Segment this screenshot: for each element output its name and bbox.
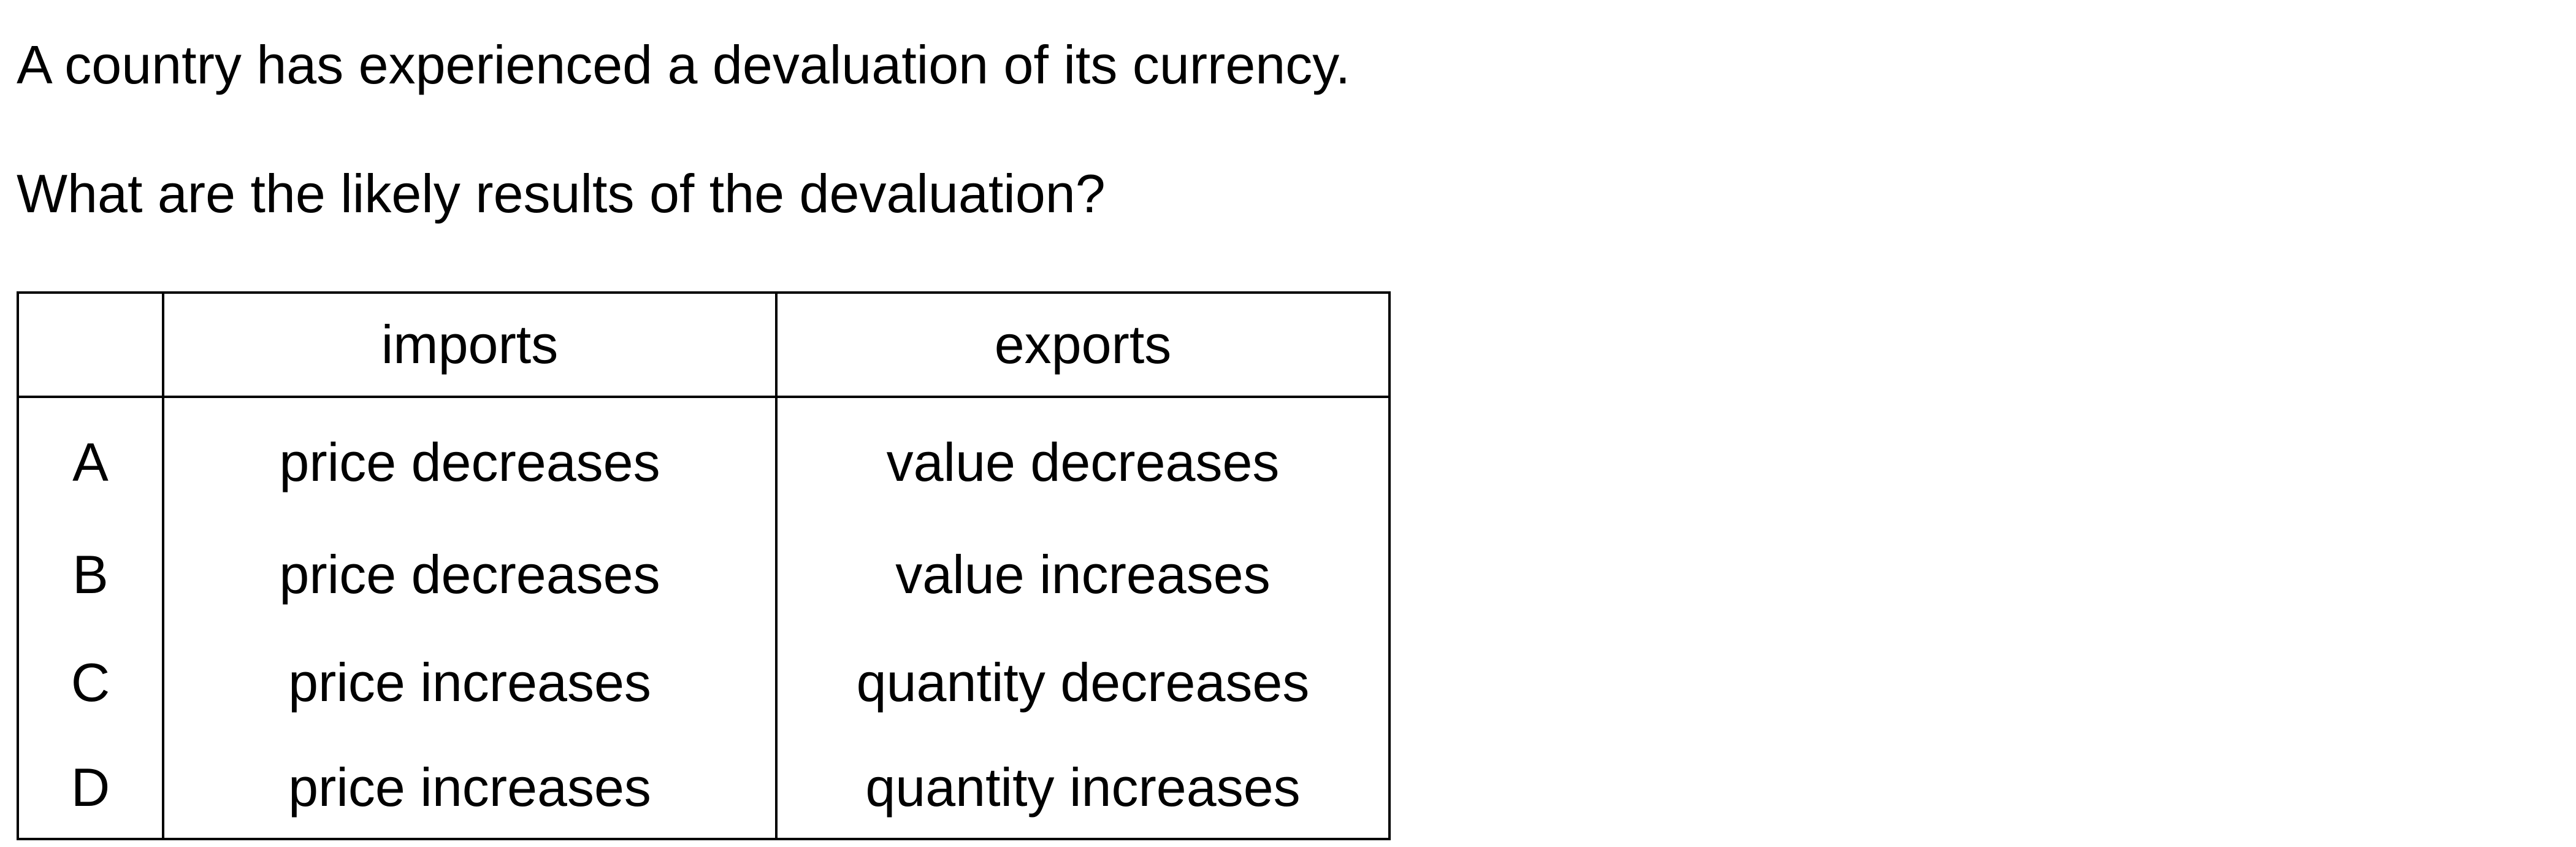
table-header-row: imports exports	[17, 291, 1391, 398]
option-exports: quantity increases	[775, 737, 1391, 840]
option-letter: D	[17, 737, 164, 840]
option-exports: value increases	[775, 521, 1391, 629]
option-row-a: A price decreases value decreases	[17, 397, 1391, 521]
header-letter-cell	[17, 291, 164, 398]
option-letter: A	[17, 397, 164, 521]
header-exports: exports	[775, 291, 1391, 398]
option-exports: value decreases	[775, 397, 1391, 521]
option-exports: quantity decreases	[775, 629, 1391, 737]
option-imports: price increases	[162, 629, 778, 737]
option-imports: price decreases	[162, 397, 778, 521]
option-imports: price increases	[162, 737, 778, 840]
option-letter: B	[17, 521, 164, 629]
header-imports: imports	[162, 291, 778, 398]
option-row-d: D price increases quantity increases	[17, 737, 1391, 840]
option-row-b: B price decreases value increases	[17, 521, 1391, 629]
option-letter: C	[17, 629, 164, 737]
answer-options-table: imports exports A price decreases value …	[17, 291, 1391, 840]
question-stem: A country has experienced a devaluation …	[17, 34, 1351, 95]
option-imports: price decreases	[162, 521, 778, 629]
option-row-c: C price increases quantity decreases	[17, 629, 1391, 737]
question-prompt: What are the likely results of the deval…	[17, 163, 1106, 224]
